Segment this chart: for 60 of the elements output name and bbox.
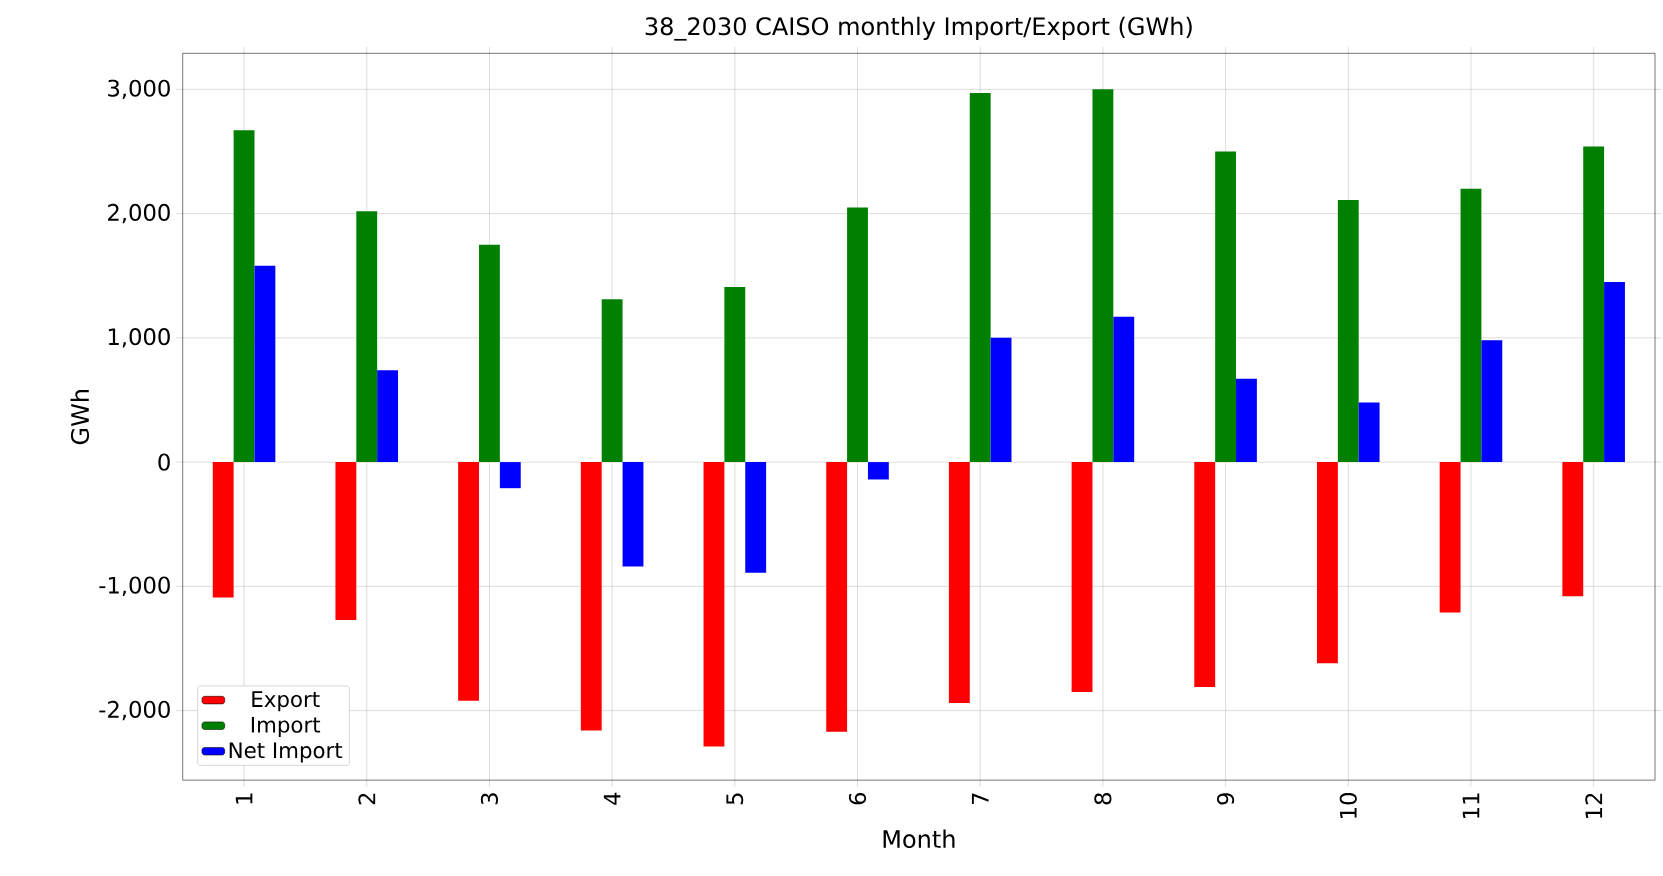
- x-tick-label: 9: [1217, 793, 1235, 805]
- x-tick-label: 10: [1339, 792, 1357, 818]
- x-tick-label: 11: [1462, 793, 1480, 818]
- bar: [703, 462, 725, 747]
- bar: [1439, 462, 1461, 613]
- bar: [1113, 316, 1135, 463]
- y-tick-label: 3,000: [108, 79, 170, 100]
- bar: [1481, 340, 1503, 463]
- y-tick-label: 2,000: [108, 203, 170, 224]
- bar: [990, 337, 1012, 463]
- bar: [745, 462, 767, 573]
- bar: [1194, 462, 1216, 687]
- bar: [335, 462, 357, 620]
- bar: [479, 244, 500, 463]
- bar: [601, 299, 623, 463]
- bar: [969, 93, 991, 463]
- x-tick-label: 8: [1094, 792, 1112, 805]
- legend-label: Net Import: [229, 742, 343, 763]
- bar: [1316, 462, 1338, 664]
- legend-label: Import: [251, 716, 321, 737]
- x-tick-label: 4: [603, 792, 621, 805]
- bar: [1583, 146, 1605, 463]
- chart-title: 38_2030 CAISO monthly Import/Export (GWh): [645, 16, 1192, 41]
- bar: [254, 265, 276, 463]
- bar: [212, 462, 234, 598]
- y-axis-title: GWh: [70, 389, 90, 445]
- bar: [622, 462, 644, 567]
- x-tick-label: 2: [358, 793, 376, 805]
- bar: [377, 370, 399, 463]
- y-tick-label: -1,000: [99, 576, 170, 596]
- x-tick-label: 5: [726, 793, 744, 805]
- bar: [499, 462, 521, 489]
- bar: [948, 462, 970, 704]
- bar: [356, 211, 378, 463]
- bar: [1337, 199, 1359, 463]
- bar: [1562, 462, 1584, 597]
- y-tick-label: 1,000: [108, 328, 170, 348]
- bar: [580, 462, 602, 731]
- bar: [826, 462, 848, 732]
- x-tick-label: 7: [971, 793, 989, 805]
- bar: [1236, 378, 1257, 463]
- x-tick-label: 1: [235, 793, 253, 804]
- bar: [458, 462, 480, 701]
- x-tick-label: 6: [848, 792, 867, 805]
- bar: [1604, 281, 1625, 463]
- x-axis-title: Month: [883, 829, 955, 849]
- bar: [1071, 462, 1093, 692]
- x-tick-label: 3: [480, 793, 499, 805]
- bar: [1092, 89, 1114, 463]
- bar: [1460, 188, 1482, 463]
- bar: [233, 130, 255, 463]
- bar: [724, 286, 746, 463]
- bar: [867, 462, 889, 480]
- bar: [1215, 151, 1237, 463]
- bar: [847, 207, 868, 463]
- legend-label: Export: [252, 691, 320, 712]
- x-tick-label: 12: [1585, 793, 1603, 818]
- y-tick-label: -2,000: [99, 700, 170, 721]
- y-tick-label: 0: [158, 453, 170, 471]
- bar: [1358, 402, 1380, 463]
